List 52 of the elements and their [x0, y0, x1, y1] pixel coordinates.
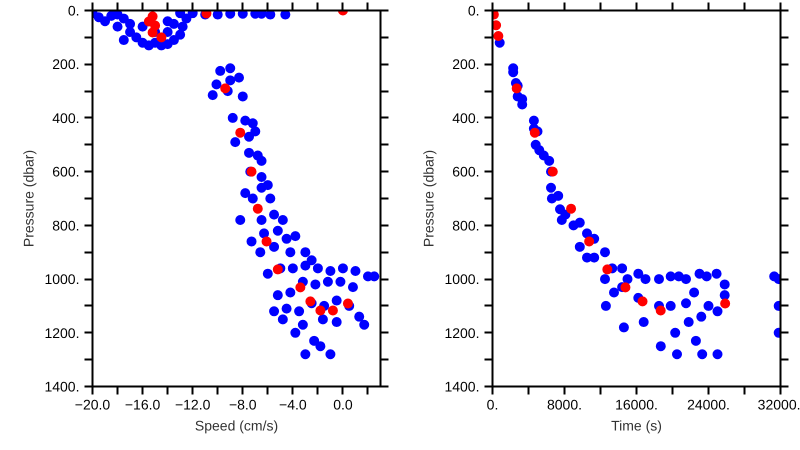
y-tick-label: 1000. — [44, 271, 80, 288]
x-axis-title: Time (s) — [611, 418, 662, 434]
point — [295, 282, 306, 292]
x-tick-label: 24000. — [687, 396, 730, 412]
x-tick-label: 32000. — [758, 396, 800, 412]
y-tick-label: 800. — [52, 217, 80, 234]
point — [584, 236, 594, 246]
y-tick-label: 0. — [68, 2, 80, 18]
y-tick-label: 800. — [452, 217, 480, 234]
point — [620, 282, 630, 292]
x-tick-label: 0. — [486, 396, 498, 412]
y-tick-label: 600. — [52, 164, 80, 180]
point — [602, 264, 612, 274]
x-axis-title: Speed (cm/s) — [194, 418, 278, 434]
point — [220, 83, 230, 94]
y-tick-label: 200. — [452, 56, 480, 72]
y-tick-label: 400. — [52, 110, 80, 126]
point — [656, 306, 666, 316]
x-tick-label: −4.0 — [279, 396, 307, 412]
point — [530, 128, 540, 138]
point — [720, 298, 730, 309]
y-tick-label: 1000. — [444, 271, 480, 288]
y-tick-label: 1400. — [444, 378, 480, 394]
point — [272, 264, 283, 274]
y-tick-label: 1200. — [44, 324, 80, 341]
y-axis-title: Pressure (dbar) — [420, 150, 436, 248]
point — [512, 83, 522, 94]
point — [156, 32, 166, 42]
y-tick-label: 400. — [452, 110, 480, 126]
point — [493, 31, 504, 42]
x-tick-label: −16.0 — [124, 396, 161, 412]
y-tick-label: 1200. — [444, 324, 480, 341]
point — [492, 20, 502, 30]
x-tick-label: −8.0 — [228, 396, 257, 412]
y-tick-label: 600. — [452, 164, 480, 180]
y-tick-label: 0. — [468, 2, 480, 18]
point — [252, 204, 263, 214]
x-tick-label: 16000. — [615, 396, 658, 412]
point — [235, 128, 246, 138]
x-tick-label: −20.0 — [74, 396, 110, 412]
y-tick-label: 1400. — [44, 378, 80, 394]
point — [315, 306, 326, 316]
point — [328, 306, 338, 316]
point — [638, 296, 648, 306]
point — [262, 236, 272, 246]
y-axis-title: Pressure (dbar) — [20, 150, 36, 248]
point — [566, 204, 576, 214]
x-tick-label: 8000. — [546, 396, 582, 412]
point — [148, 28, 158, 38]
x-tick-label: −12.0 — [174, 396, 211, 412]
x-tick-label: 0.0 — [333, 396, 353, 412]
y-tick-label: 200. — [52, 56, 80, 72]
